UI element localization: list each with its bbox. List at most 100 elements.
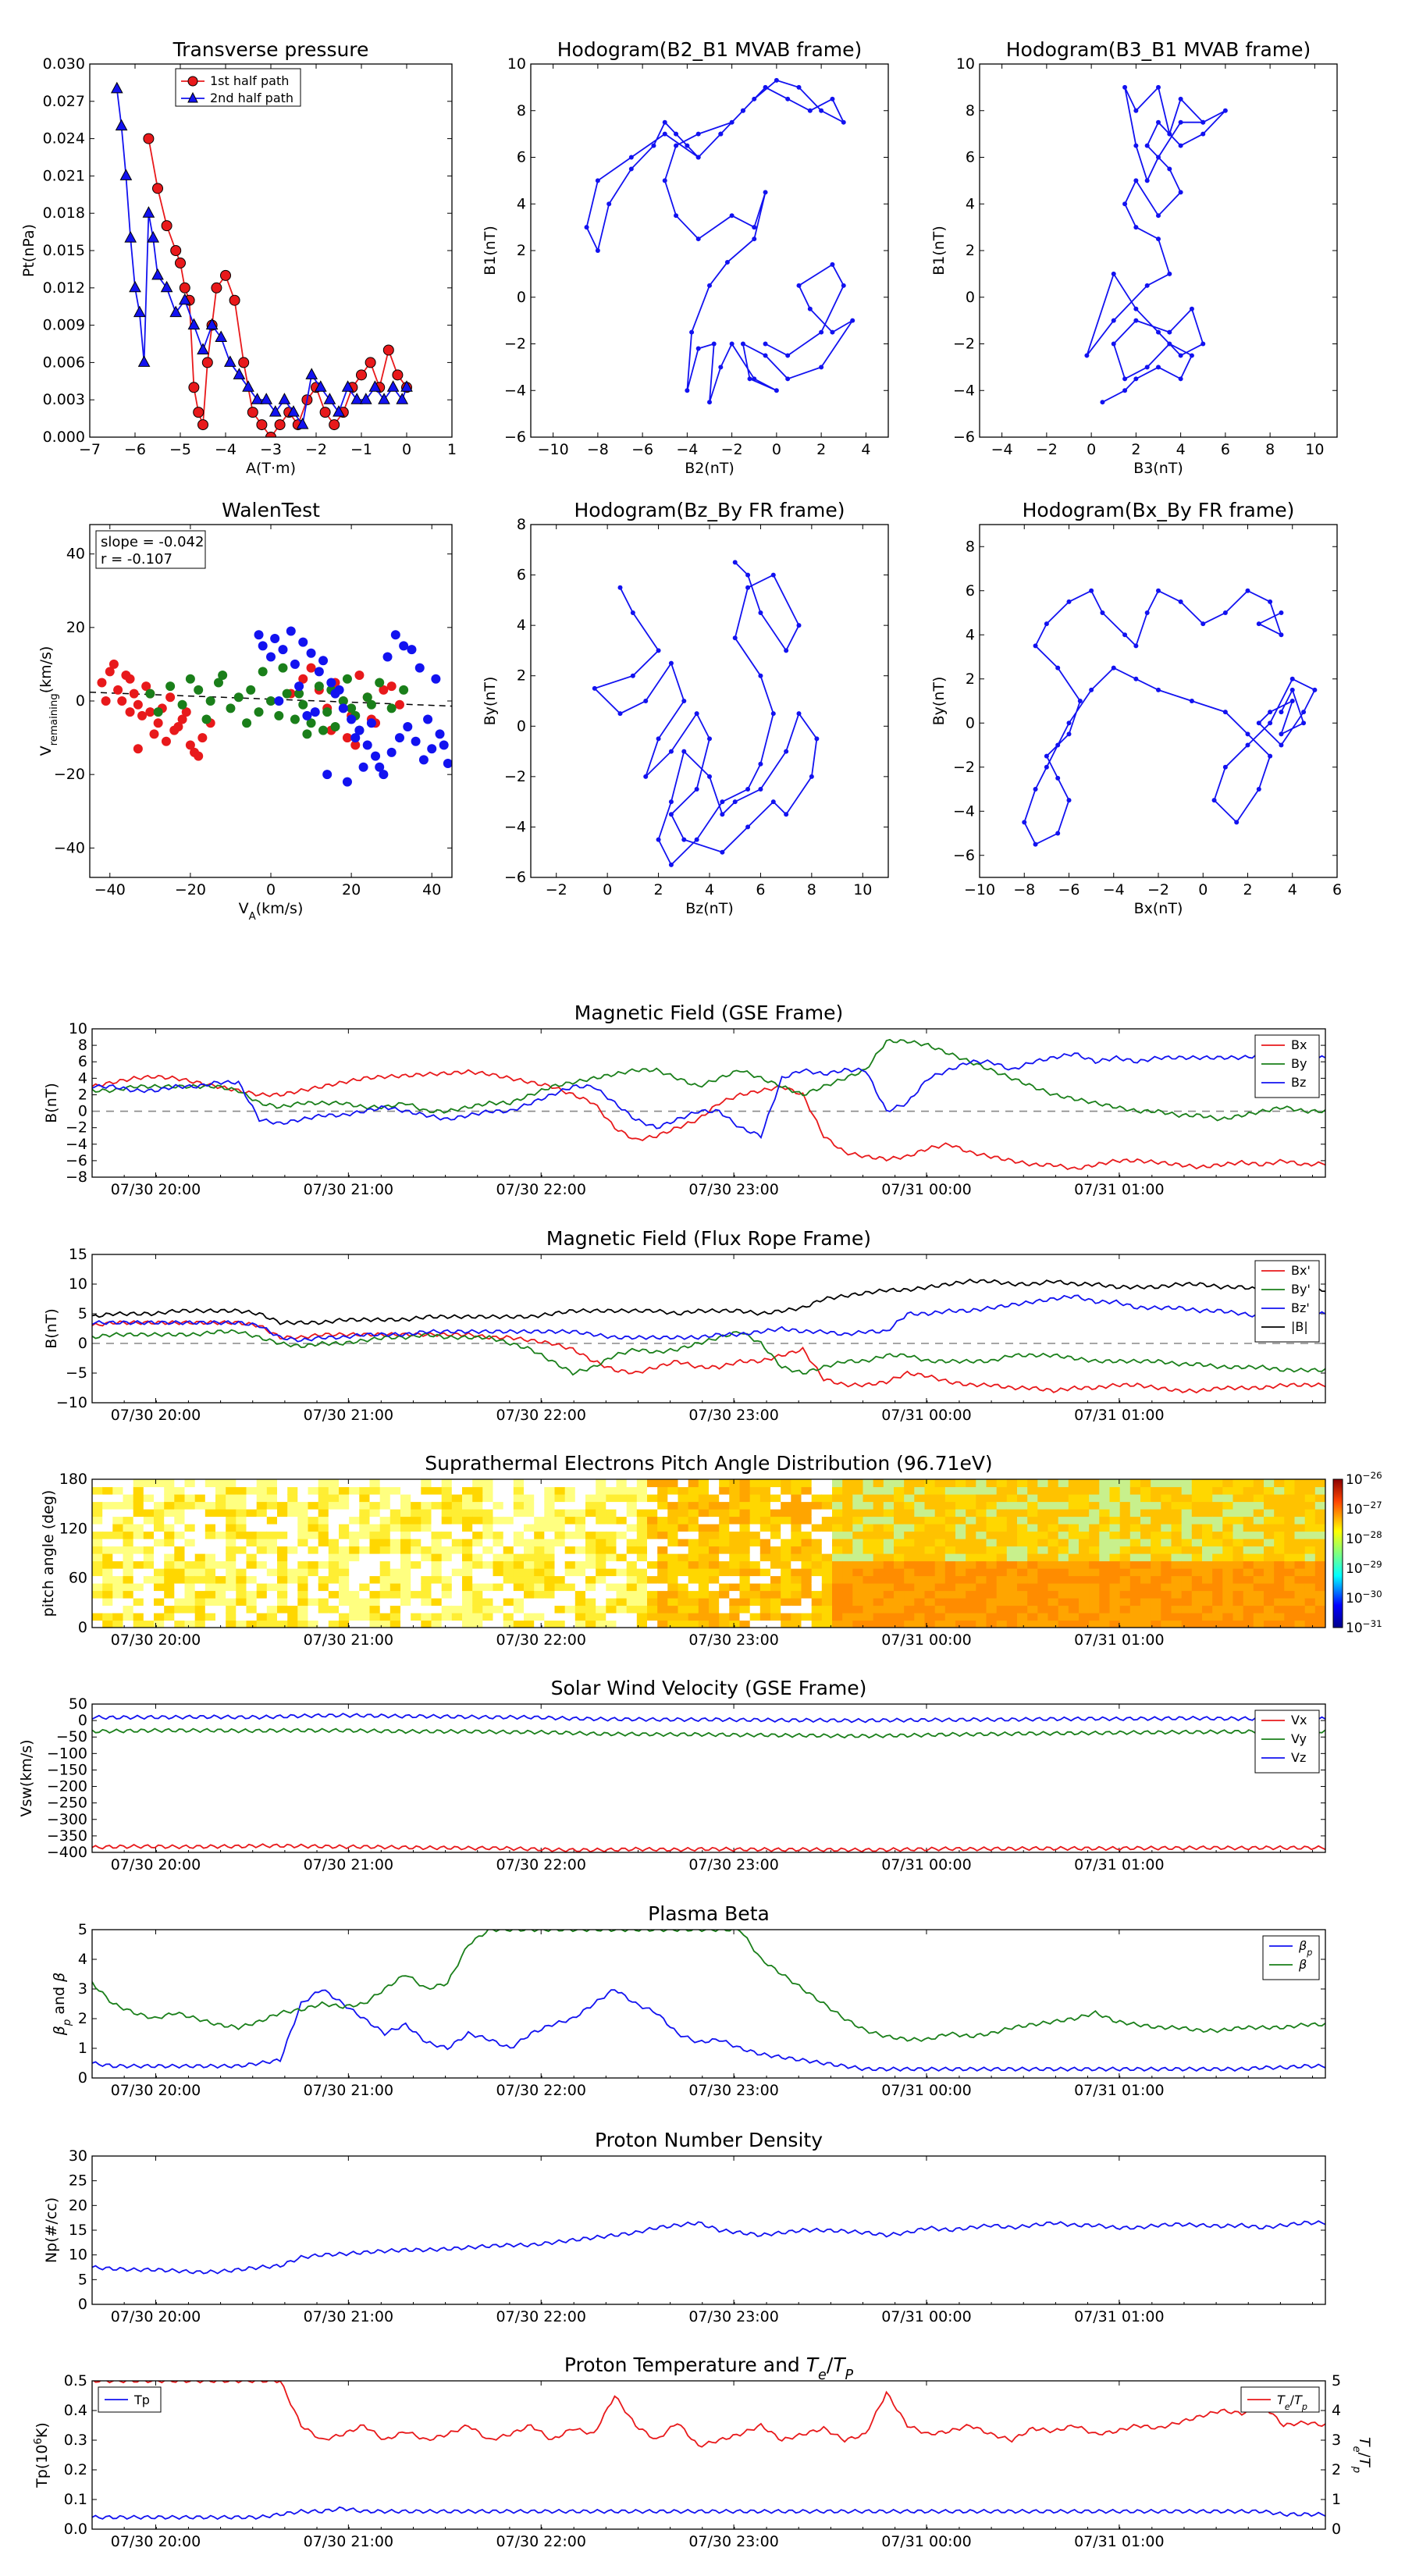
heatmap-cell — [596, 1479, 606, 1488]
data-point — [1200, 341, 1206, 347]
colorbar — [1332, 1478, 1343, 1628]
data-point — [390, 630, 400, 640]
heatmap-cell — [411, 1575, 422, 1584]
heatmap-cell — [205, 1598, 216, 1606]
heatmap-cell — [287, 1598, 298, 1606]
data-point — [165, 681, 176, 692]
heatmap-cell — [709, 1560, 720, 1569]
heatmap-cell — [647, 1613, 658, 1621]
heatmap-cell — [493, 1613, 504, 1621]
heatmap-cell — [564, 1501, 576, 1510]
heatmap-cell — [801, 1613, 813, 1621]
data-point — [354, 671, 365, 681]
data-point — [423, 714, 433, 724]
heatmap-cell — [966, 1494, 976, 1503]
heatmap-cell — [1274, 1605, 1285, 1614]
x-tick-label: 07/31 01:00 — [1074, 2533, 1165, 2550]
heatmap-cell — [667, 1524, 679, 1532]
heatmap-cell — [1294, 1553, 1306, 1562]
heatmap-cell — [493, 1605, 504, 1614]
data-point — [338, 696, 348, 706]
heatmap-cell — [451, 1531, 463, 1539]
heatmap-cell — [636, 1494, 648, 1503]
heatmap-cell — [955, 1494, 966, 1503]
heatmap-cell — [801, 1479, 813, 1488]
heatmap-cell — [143, 1486, 155, 1495]
heatmap-cell — [266, 1575, 278, 1584]
annotation-frame — [95, 530, 206, 569]
y-tick-label: −4 — [953, 382, 975, 399]
heatmap-cell — [421, 1501, 432, 1510]
heatmap-cell — [1212, 1524, 1223, 1532]
heatmap-cell — [596, 1494, 606, 1503]
data-point — [630, 673, 635, 678]
heatmap-cell — [154, 1479, 165, 1488]
heatmap-cell — [534, 1539, 545, 1547]
heatmap-cell — [1129, 1516, 1141, 1525]
data-point — [1077, 699, 1083, 703]
heatmap-cell — [1202, 1509, 1213, 1517]
heatmap-cell — [657, 1531, 668, 1539]
heatmap-cell — [1006, 1553, 1018, 1562]
heatmap-cell — [924, 1575, 936, 1584]
x-tick-label: −6 — [124, 441, 146, 458]
heatmap-cell — [739, 1568, 751, 1577]
heatmap-cell — [236, 1501, 247, 1510]
heatmap-cell — [1264, 1560, 1275, 1569]
heatmap-cell — [92, 1539, 103, 1547]
heatmap-cell — [1140, 1613, 1151, 1621]
data-point — [718, 131, 724, 137]
heatmap-cell — [585, 1501, 596, 1510]
data-point — [770, 799, 776, 805]
heatmap-cell — [729, 1539, 741, 1547]
heatmap-cell — [133, 1501, 144, 1510]
heatmap-cell — [400, 1583, 411, 1592]
data-point — [286, 626, 296, 636]
heatmap-cell — [441, 1613, 453, 1621]
heatmap-cell — [1181, 1605, 1193, 1614]
heatmap-cell — [1314, 1531, 1325, 1539]
heatmap-cell — [709, 1531, 720, 1539]
heatmap-cell — [667, 1620, 679, 1628]
heatmap-cell — [678, 1539, 689, 1547]
heatmap-cell — [451, 1598, 463, 1606]
heatmap-cell — [194, 1575, 206, 1584]
heatmap-cell — [297, 1501, 309, 1510]
heatmap-cell — [1253, 1524, 1264, 1532]
heatmap-cell — [524, 1479, 535, 1488]
heatmap-cell — [1171, 1531, 1183, 1539]
data-point — [689, 329, 695, 335]
heatmap-cell — [863, 1560, 874, 1569]
heatmap-cell — [924, 1531, 936, 1539]
heatmap-cell — [400, 1560, 411, 1569]
heatmap-cell — [359, 1531, 371, 1539]
heatmap-cell — [1151, 1539, 1161, 1547]
heatmap-cell — [462, 1494, 473, 1503]
data-point — [418, 755, 429, 765]
heatmap-cell — [934, 1531, 946, 1539]
heatmap-cell — [657, 1620, 668, 1628]
heatmap-cell — [1294, 1509, 1306, 1517]
heatmap-cell — [863, 1516, 874, 1525]
heatmap-cell — [996, 1546, 1008, 1554]
heatmap-cell — [976, 1620, 987, 1628]
heatmap-cell — [143, 1590, 155, 1599]
heatmap-cell — [1048, 1568, 1059, 1577]
x-tick-label: 4 — [1176, 441, 1186, 458]
legend-label: Bx — [1291, 1037, 1307, 1052]
heatmap-cell — [966, 1524, 976, 1532]
heatmap-cell — [821, 1553, 833, 1562]
heatmap-cell — [287, 1583, 298, 1592]
heatmap-cell — [411, 1509, 422, 1517]
heatmap-cell — [308, 1590, 319, 1599]
heatmap-cell — [277, 1479, 288, 1488]
heatmap-cell — [781, 1524, 791, 1532]
heatmap-cell — [1109, 1620, 1121, 1628]
legend-right: Te/Tp — [1240, 2386, 1320, 2413]
heatmap-cell — [554, 1539, 566, 1547]
heatmap-cell — [1191, 1583, 1203, 1592]
heatmap-cell — [821, 1494, 833, 1503]
heatmap-cell — [811, 1583, 823, 1592]
heatmap-cell — [873, 1598, 884, 1606]
heatmap-cell — [883, 1560, 895, 1569]
